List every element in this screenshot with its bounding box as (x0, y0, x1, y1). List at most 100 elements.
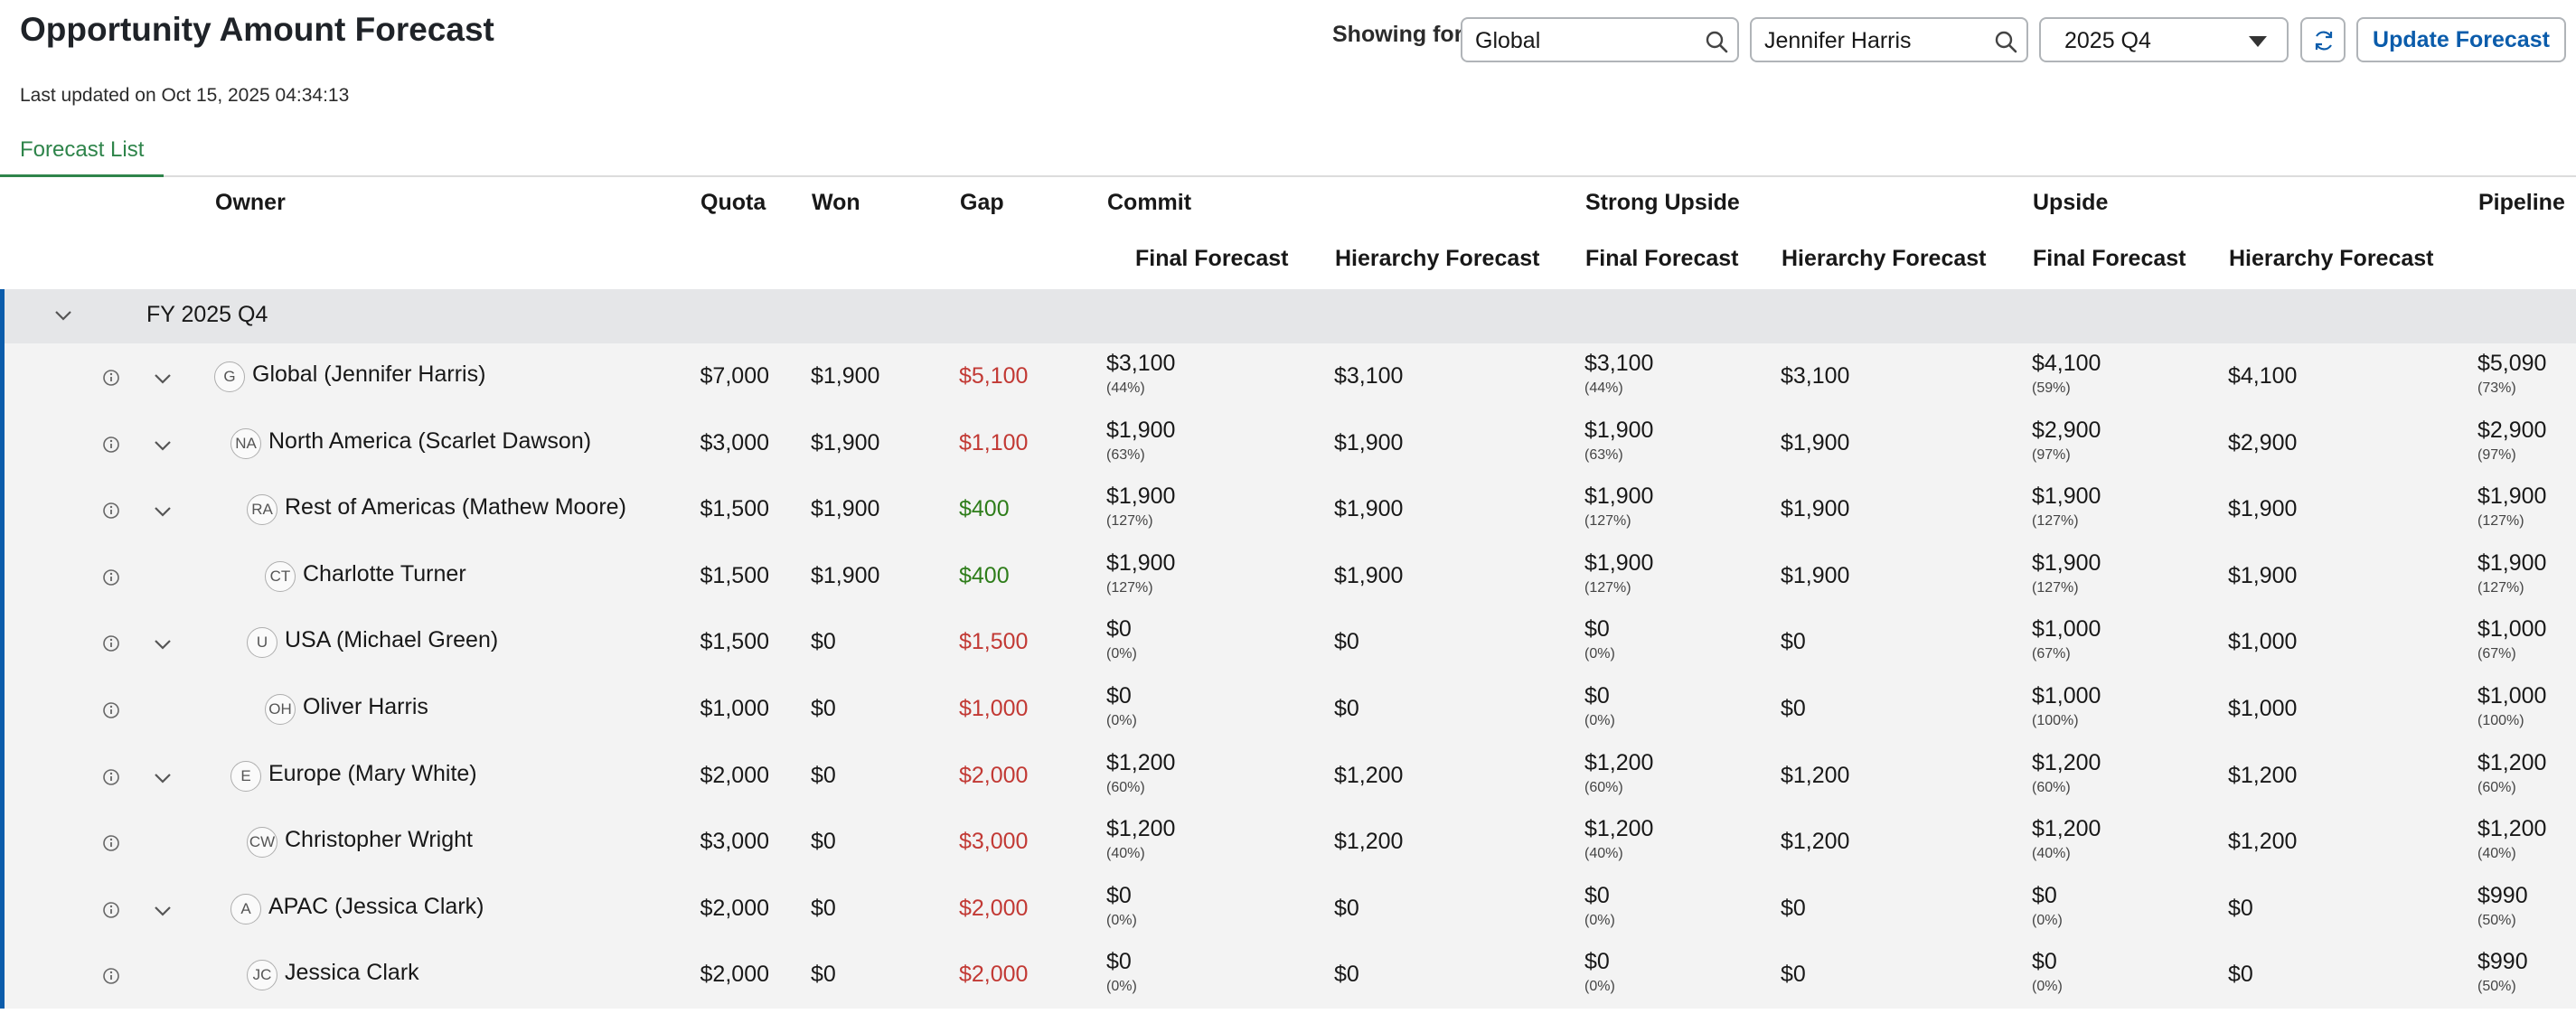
owner-name[interactable]: North America (Scarlet Dawson) (268, 427, 592, 454)
group-row-period[interactable]: FY 2025 Q4 (0, 289, 2576, 343)
search-icon[interactable] (1994, 30, 2017, 53)
commit-final-cell[interactable]: $0 (0%) (1106, 616, 1137, 662)
owner-name[interactable]: Global (Jennifer Harris) (252, 361, 486, 387)
owner-name[interactable]: Rest of Americas (Mathew Moore) (285, 494, 626, 521)
upside-final-cell[interactable]: $1,200 (60%) (2032, 750, 2101, 796)
strong-upside-final-cell[interactable]: $1,200 (60%) (1584, 750, 1653, 796)
info-icon[interactable] (102, 901, 120, 919)
update-forecast-button[interactable]: Update Forecast (2356, 17, 2566, 62)
commit-final-cell[interactable]: $1,900 (127%) (1106, 550, 1175, 596)
table-row[interactable]: CT Charlotte Turner $1,500 $1,900 $400 $1,900… (0, 542, 2576, 610)
info-icon[interactable] (102, 834, 120, 852)
column-header-upside-hierarchy[interactable]: Hierarchy Forecast (2229, 246, 2434, 271)
info-icon[interactable] (102, 568, 120, 587)
info-icon[interactable] (102, 634, 120, 652)
territory-search-field[interactable] (1461, 17, 1739, 62)
table-row[interactable]: RA Rest of Americas (Mathew Moore) $1,500 $… (0, 476, 2576, 544)
upside-final-cell[interactable]: $1,900 (127%) (2032, 483, 2101, 530)
strong-upside-final-cell[interactable]: $0 (0%) (1584, 616, 1615, 662)
strong-upside-final-cell[interactable]: $1,900 (127%) (1584, 483, 1653, 530)
info-icon[interactable] (102, 369, 120, 387)
commit-final-cell[interactable]: $1,900 (127%) (1106, 483, 1175, 530)
table-row[interactable]: U USA (Michael Green) $1,500 $0 $1,500 $0 (0%)… (0, 609, 2576, 677)
commit-final-cell[interactable]: $1,900 (63%) (1106, 418, 1175, 464)
pipeline-cell[interactable]: $990 (50%) (2477, 883, 2528, 929)
column-header-gap[interactable]: Gap (960, 190, 1004, 215)
table-row[interactable]: NA North America (Scarlet Dawson) $3,000 $1… (0, 409, 2576, 477)
commit-final-cell[interactable]: $1,200 (60%) (1106, 750, 1175, 796)
owner-name[interactable]: APAC (Jessica Clark) (268, 893, 484, 919)
refresh-button[interactable] (2300, 17, 2346, 62)
commit-final-cell[interactable]: $0 (0%) (1106, 883, 1137, 929)
strong-upside-final-cell[interactable]: $0 (0%) (1584, 949, 1615, 995)
table-row[interactable]: E Europe (Mary White) $2,000 $0 $2,000 $1,200… (0, 742, 2576, 810)
pipeline-cell[interactable]: $1,900 (127%) (2477, 550, 2546, 596)
strong-upside-final-cell[interactable]: $3,100 (44%) (1584, 351, 1653, 397)
chevron-down-icon[interactable] (153, 901, 173, 921)
column-header-strong-upside-hierarchy[interactable]: Hierarchy Forecast (1782, 246, 1987, 271)
info-icon[interactable] (102, 701, 120, 719)
upside-final-cell[interactable]: $1,900 (127%) (2032, 550, 2101, 596)
search-icon[interactable] (1705, 30, 1728, 53)
upside-final-cell[interactable]: $0 (0%) (2032, 949, 2063, 995)
tab-forecast-list[interactable]: Forecast List (0, 137, 165, 177)
commit-final-cell[interactable]: $0 (0%) (1106, 683, 1137, 729)
table-row[interactable]: OH Oliver Harris $1,000 $0 $1,000 $0 (0%) $0 $0 (… (0, 676, 2576, 743)
pipeline-cell[interactable]: $5,090 (73%) (2477, 351, 2546, 397)
strong-upside-final-cell[interactable]: $0 (0%) (1584, 683, 1615, 729)
owner-name[interactable]: USA (Michael Green) (285, 627, 499, 653)
column-header-won[interactable]: Won (812, 190, 860, 215)
table-row[interactable]: JC Jessica Clark $2,000 $0 $2,000 $0 (0%) $0 $0 (… (0, 942, 2576, 1009)
period-select[interactable]: 2025 Q4 (2039, 17, 2289, 62)
owner-name[interactable]: Charlotte Turner (303, 560, 466, 587)
strong-upside-final-cell[interactable]: $1,900 (127%) (1584, 550, 1653, 596)
column-header-quota[interactable]: Quota (700, 190, 766, 215)
commit-final-cell[interactable]: $3,100 (44%) (1106, 351, 1175, 397)
chevron-down-icon[interactable] (153, 768, 173, 788)
table-row[interactable]: G Global (Jennifer Harris) $7,000 $1,900 $5,… (0, 343, 2576, 410)
upside-final-cell[interactable]: $0 (0%) (2032, 883, 2063, 929)
commit-final-cell[interactable]: $1,200 (40%) (1106, 816, 1175, 862)
column-header-owner[interactable]: Owner (215, 190, 286, 215)
table-row[interactable]: A APAC (Jessica Clark) $2,000 $0 $2,000 $0 (0%… (0, 875, 2576, 943)
pipeline-cell[interactable]: $1,200 (40%) (2477, 816, 2546, 862)
user-search-field[interactable] (1750, 17, 2028, 62)
column-header-pipeline[interactable]: Pipeline (2478, 190, 2565, 215)
pipeline-cell[interactable]: $1,000 (67%) (2477, 616, 2546, 662)
owner-name[interactable]: Christopher Wright (285, 827, 473, 853)
user-search-input[interactable] (1764, 28, 1985, 54)
info-icon[interactable] (102, 436, 120, 454)
pipeline-cell[interactable]: $1,000 (100%) (2477, 683, 2546, 729)
chevron-down-icon[interactable] (153, 502, 173, 521)
column-header-commit-final[interactable]: Final Forecast (1135, 246, 1289, 271)
strong-upside-hierarchy-value: $0 (1781, 629, 1806, 655)
upside-final-cell[interactable]: $2,900 (97%) (2032, 418, 2101, 464)
chevron-down-icon[interactable] (153, 436, 173, 455)
commit-final-cell[interactable]: $0 (0%) (1106, 949, 1137, 995)
owner-name[interactable]: Europe (Mary White) (268, 760, 477, 786)
territory-search-input[interactable] (1475, 28, 1696, 54)
table-row[interactable]: CW Christopher Wright $3,000 $0 $3,000 $1,200… (0, 809, 2576, 877)
pipeline-cell[interactable]: $1,900 (127%) (2477, 483, 2546, 530)
chevron-down-icon[interactable] (153, 634, 173, 654)
chevron-down-icon[interactable] (53, 305, 73, 325)
pipeline-cell[interactable]: $990 (50%) (2477, 949, 2528, 995)
strong-upside-final-cell[interactable]: $1,900 (63%) (1584, 418, 1653, 464)
chevron-down-icon[interactable] (153, 369, 173, 389)
pipeline-cell[interactable]: $1,200 (60%) (2477, 750, 2546, 796)
upside-final-cell[interactable]: $1,000 (100%) (2032, 683, 2101, 729)
upside-final-cell[interactable]: $1,000 (67%) (2032, 616, 2101, 662)
column-header-strong-upside-final[interactable]: Final Forecast (1585, 246, 1739, 271)
upside-final-cell[interactable]: $1,200 (40%) (2032, 816, 2101, 862)
pipeline-cell[interactable]: $2,900 (97%) (2477, 418, 2546, 464)
owner-name[interactable]: Oliver Harris (303, 694, 428, 719)
strong-upside-final-cell[interactable]: $0 (0%) (1584, 883, 1615, 929)
info-icon[interactable] (102, 502, 120, 520)
info-icon[interactable] (102, 967, 120, 985)
info-icon[interactable] (102, 768, 120, 786)
strong-upside-final-cell[interactable]: $1,200 (40%) (1584, 816, 1653, 862)
column-header-upside-final[interactable]: Final Forecast (2033, 246, 2186, 271)
column-header-commit-hierarchy[interactable]: Hierarchy Forecast (1335, 246, 1540, 271)
upside-final-cell[interactable]: $4,100 (59%) (2032, 351, 2101, 397)
owner-name[interactable]: Jessica Clark (285, 960, 419, 986)
